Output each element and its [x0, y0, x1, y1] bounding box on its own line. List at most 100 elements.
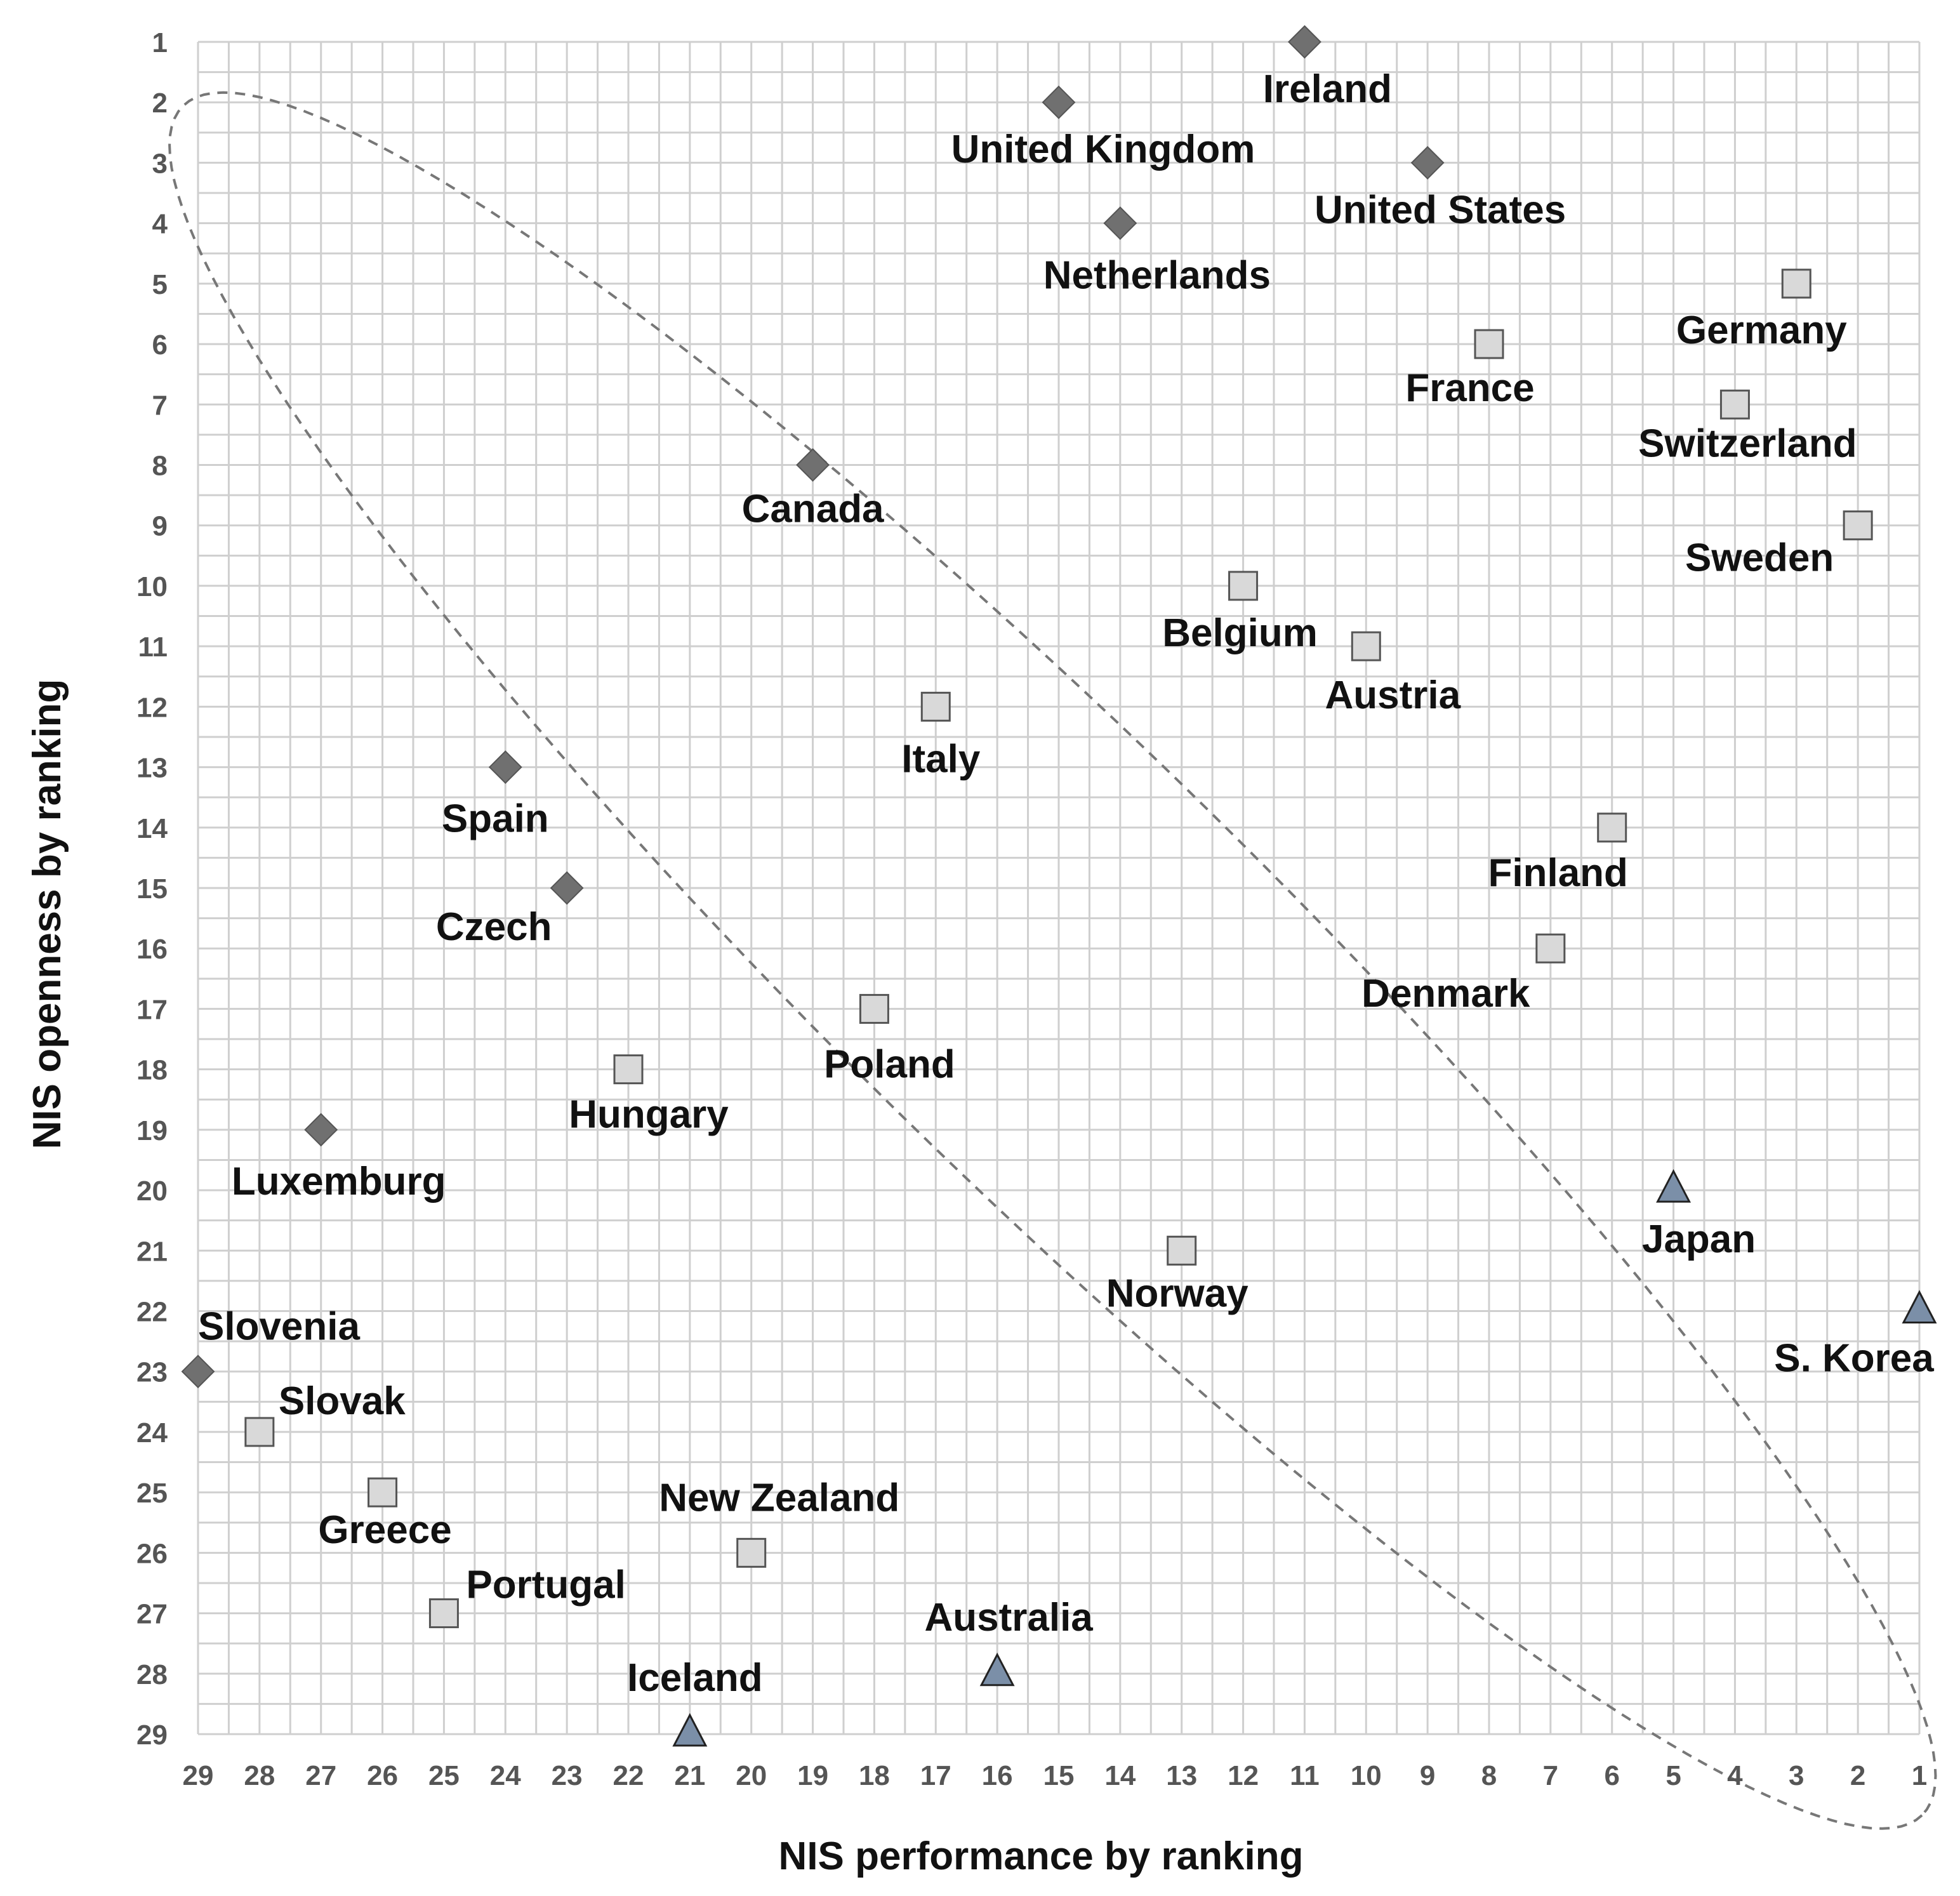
label-luxemburg: Luxemburg [232, 1160, 446, 1203]
y-tick-label: 6 [152, 329, 168, 361]
point-square-slovak [244, 1417, 275, 1447]
x-tick-label: 17 [920, 1760, 951, 1791]
label-netherlands: Netherlands [1043, 254, 1271, 298]
y-tick-label: 22 [136, 1297, 168, 1328]
point-triangle-japan [1656, 1169, 1692, 1203]
x-tick-label: 10 [1351, 1760, 1382, 1791]
point-diamond-czech [550, 871, 584, 905]
point-square-belgium [1228, 571, 1259, 601]
point-square-poland [859, 993, 889, 1024]
label-czech: Czech [436, 905, 552, 949]
point-square-switzerland [1719, 389, 1750, 420]
y-tick-label: 19 [136, 1115, 168, 1146]
y-tick-label: 8 [152, 451, 168, 482]
label-united-kingdom: United Kingdom [951, 128, 1255, 171]
y-tick-label: 10 [136, 571, 168, 602]
label-belgium: Belgium [1162, 611, 1318, 655]
y-tick-label: 28 [136, 1659, 168, 1690]
y-tick-label: 16 [136, 934, 168, 965]
label-iceland: Iceland [627, 1656, 763, 1700]
y-tick-label: 18 [136, 1055, 168, 1086]
y-tick-label: 4 [152, 209, 168, 240]
grid [197, 41, 1921, 1735]
label-hungary: Hungary [569, 1093, 729, 1137]
x-tick-label: 11 [1290, 1760, 1320, 1791]
label-united-states: United States [1314, 188, 1566, 232]
point-triangle-s-korea [1902, 1290, 1937, 1323]
x-tick-label: 3 [1789, 1760, 1804, 1791]
point-diamond-united-states [1410, 146, 1445, 180]
y-tick-label: 9 [152, 511, 168, 542]
point-square-portugal [428, 1598, 459, 1629]
x-tick-label: 7 [1543, 1760, 1558, 1791]
point-square-norway [1167, 1235, 1197, 1266]
label-poland: Poland [824, 1042, 955, 1086]
label-switzerland: Switzerland [1638, 421, 1857, 465]
label-germany: Germany [1676, 308, 1847, 352]
label-greece: Greece [318, 1508, 451, 1552]
label-australia: Australia [924, 1596, 1093, 1640]
y-tick-label: 25 [136, 1478, 168, 1509]
label-ireland: Ireland [1263, 67, 1392, 111]
point-diamond-luxemburg [304, 1113, 338, 1147]
x-tick-label: 18 [859, 1760, 890, 1791]
x-axis-ticks: 29 28 27 26 25 24 23 22 21 20 19 18 17 16 15 14 13 12 11 10… [183, 1760, 1928, 1791]
y-tick-label: 24 [136, 1417, 168, 1449]
point-diamond-netherlands [1103, 206, 1137, 241]
y-tick-label: 13 [136, 753, 168, 784]
y-tick-label: 14 [136, 813, 168, 844]
x-tick-label: 15 [1043, 1760, 1075, 1791]
y-tick-label: 5 [152, 269, 168, 300]
x-axis-title: NIS performance by ranking [779, 1834, 1304, 1878]
y-tick-label: 3 [152, 148, 168, 179]
y-tick-label: 7 [152, 390, 168, 421]
x-tick-label: 25 [428, 1760, 460, 1791]
point-square-italy [920, 691, 951, 722]
y-tick-label: 20 [136, 1176, 168, 1207]
label-austria: Austria [1325, 673, 1460, 717]
x-tick-label: 29 [183, 1760, 214, 1791]
point-square-denmark [1535, 933, 1566, 964]
x-tick-label: 4 [1727, 1760, 1743, 1791]
x-tick-label: 13 [1166, 1760, 1197, 1791]
label-slovak: Slovak [279, 1379, 406, 1423]
y-tick-label: 12 [136, 692, 168, 723]
x-tick-label: 14 [1104, 1760, 1136, 1791]
x-tick-label: 24 [490, 1760, 521, 1791]
x-tick-label: 21 [674, 1760, 705, 1791]
point-diamond-canada [796, 448, 830, 482]
y-tick-label: 1 [152, 27, 168, 58]
point-diamond-slovenia [181, 1355, 215, 1389]
y-tick-label: 27 [136, 1599, 168, 1630]
point-diamond-ireland [1288, 25, 1321, 59]
y-tick-label: 15 [136, 873, 168, 905]
y-tick-label: 26 [136, 1538, 168, 1569]
y-axis-title: NIS openness by ranking [25, 679, 69, 1150]
label-s-korea: S. Korea [1774, 1337, 1934, 1381]
label-slovenia: Slovenia [198, 1305, 361, 1349]
x-tick-label: 27 [305, 1760, 336, 1791]
label-finland: Finland [1488, 851, 1628, 895]
label-japan: Japan [1642, 1217, 1756, 1261]
point-square-new-zealand [736, 1537, 767, 1568]
point-diamond-united-kingdom [1042, 85, 1076, 119]
y-tick-label: 11 [138, 632, 168, 663]
x-tick-label: 23 [552, 1760, 583, 1791]
x-tick-label: 9 [1420, 1760, 1435, 1791]
point-square-greece [368, 1477, 398, 1508]
y-tick-label: 17 [136, 994, 168, 1025]
label-norway: Norway [1106, 1271, 1248, 1315]
x-tick-label: 1 [1912, 1760, 1927, 1791]
label-denmark: Denmark [1361, 972, 1530, 1016]
label-new-zealand: New Zealand [659, 1476, 899, 1520]
point-square-austria [1351, 631, 1381, 661]
label-italy: Italy [901, 737, 981, 781]
label-sweden: Sweden [1685, 536, 1834, 580]
x-tick-label: 12 [1228, 1760, 1259, 1791]
x-tick-label: 16 [982, 1760, 1013, 1791]
y-tick-label: 23 [136, 1357, 168, 1388]
y-axis-ticks: 1234567891011121314151617181920212223242… [136, 27, 168, 1751]
point-square-germany [1781, 268, 1811, 299]
